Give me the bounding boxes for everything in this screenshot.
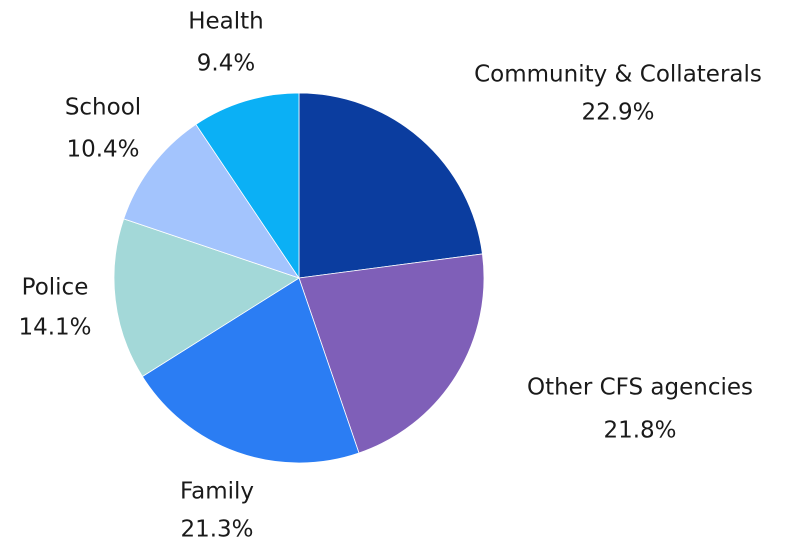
- slice-value-label: 14.1%: [18, 315, 91, 341]
- slice-value-label: 21.3%: [180, 517, 253, 543]
- slice-label: School: [65, 95, 141, 121]
- slice-label: Community & Collaterals: [474, 62, 762, 88]
- pie-slice: [113, 218, 300, 378]
- slice-value-label: 22.9%: [581, 100, 654, 126]
- slice-value-label: 10.4%: [66, 137, 139, 163]
- slice-value-label: 9.4%: [197, 51, 255, 77]
- pie-slice: [195, 92, 300, 280]
- slice-label: Family: [180, 479, 254, 505]
- pie-slice: [141, 277, 360, 464]
- slice-value-label: 21.8%: [603, 418, 676, 444]
- pie-slice: [298, 92, 483, 279]
- slice-label: Health: [188, 9, 264, 35]
- pie-slice: [123, 123, 300, 279]
- pie-slice: [298, 253, 485, 454]
- slice-label: Police: [22, 275, 89, 301]
- slice-label: Other CFS agencies: [527, 375, 753, 401]
